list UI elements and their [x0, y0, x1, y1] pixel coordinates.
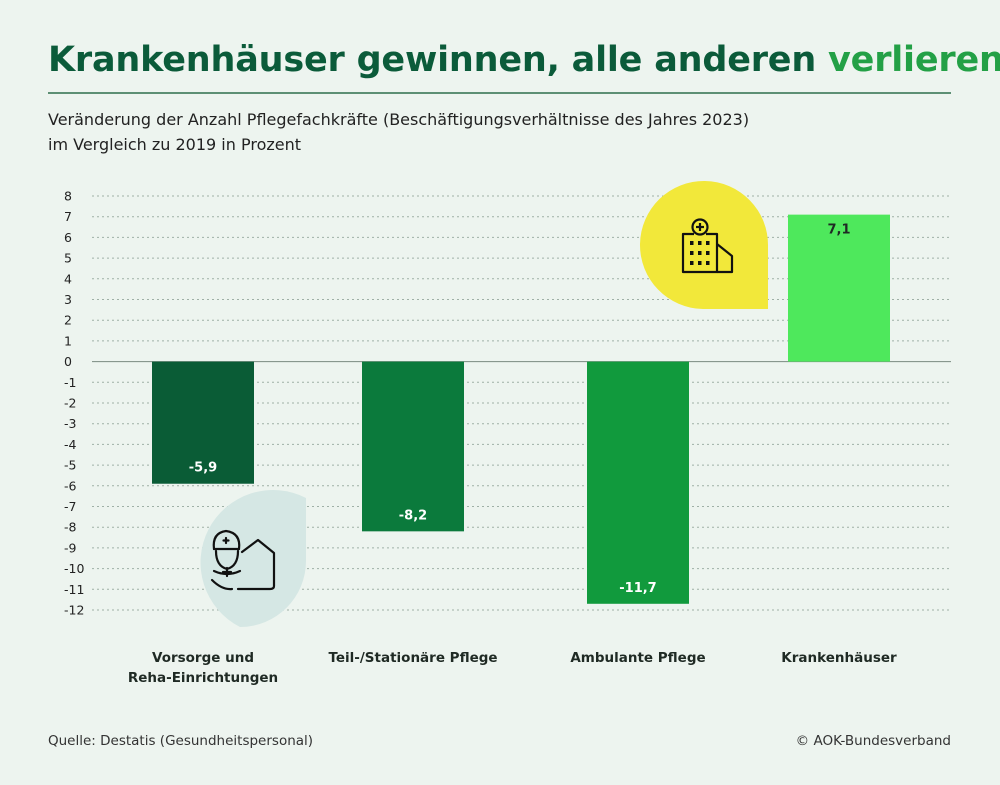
y-tick-label: 7: [64, 209, 72, 224]
bar: [362, 361, 464, 532]
y-tick-label: 5: [64, 251, 72, 266]
bubble-yellow-shape: [639, 180, 769, 309]
y-tick-label: -10: [64, 561, 84, 576]
y-tick-label: -6: [64, 478, 77, 493]
bar: [587, 361, 689, 604]
top-bubble: [639, 180, 769, 309]
value-label: -8,2: [399, 508, 427, 523]
category-labels: Vorsorge und Reha-Einrichtungen Teil-/Stat…: [128, 650, 897, 686]
nurse-home-care-icon: [210, 529, 276, 591]
y-axis-ticks: 8 7 6 5 4 3 2 1 0 -1 -2 -3 -4 -5 -6 -7 -8 -9 -10 -11 -12: [64, 189, 84, 618]
source-note: Quelle: Destatis (Gesundheitspersonal): [48, 733, 314, 749]
y-tick-label: -3: [64, 416, 76, 431]
bars: [152, 214, 890, 604]
y-tick-label: -4: [64, 437, 77, 452]
category-label: Reha-Einrichtungen: [128, 670, 278, 686]
category-label: Vorsorge und: [152, 650, 254, 666]
chart-title: Krankenhäuser gewinnen, alle anderen ver…: [48, 40, 1000, 80]
y-tick-label: -9: [64, 540, 77, 555]
bottom-bubble: [200, 490, 306, 627]
bar: [152, 361, 254, 484]
y-tick-label: 1: [64, 333, 72, 348]
y-tick-label: 4: [64, 271, 72, 286]
y-tick-label: -7: [64, 499, 76, 514]
category-label: Krankenhäuser: [781, 650, 897, 666]
y-tick-label: -2: [64, 396, 76, 411]
y-tick-label: -11: [64, 582, 84, 597]
hospital-building-icon: [681, 218, 734, 274]
y-tick-label: 3: [64, 292, 72, 307]
value-label: -11,7: [619, 581, 656, 596]
y-tick-label: -8: [64, 520, 77, 535]
bubble-blue-shape: [200, 490, 306, 627]
bar: [788, 214, 890, 362]
hospital-windows: [690, 241, 710, 265]
y-tick-label: 0: [64, 354, 72, 369]
category-label: Ambulante Pflege: [570, 650, 705, 666]
chart-subtitle: Veränderung der Anzahl Pflegefachkräfte …: [48, 107, 948, 157]
category-label: Teil-/Stationäre Pflege: [328, 650, 497, 666]
y-tick-label: -1: [64, 375, 76, 390]
copyright: © AOK-Bundesverband: [795, 733, 951, 749]
y-tick-label: -12: [64, 603, 84, 618]
y-tick-label: 6: [64, 230, 72, 245]
y-tick-label: 2: [64, 313, 72, 328]
title-accent: verlieren: [828, 40, 1000, 80]
title-main: Krankenhäuser gewinnen, alle anderen: [48, 40, 829, 80]
value-labels: -5,9 -8,2 -11,7 7,1: [189, 223, 851, 596]
title-divider: [48, 92, 951, 94]
subtitle-line-2: im Vergleich zu 2019 in Prozent: [48, 135, 302, 154]
y-tick-label: 8: [64, 189, 72, 204]
value-label: -5,9: [189, 461, 217, 476]
subtitle-line-1: Veränderung der Anzahl Pflegefachkräfte …: [48, 110, 750, 129]
y-tick-label: -5: [64, 458, 76, 473]
value-label: 7,1: [827, 223, 850, 238]
